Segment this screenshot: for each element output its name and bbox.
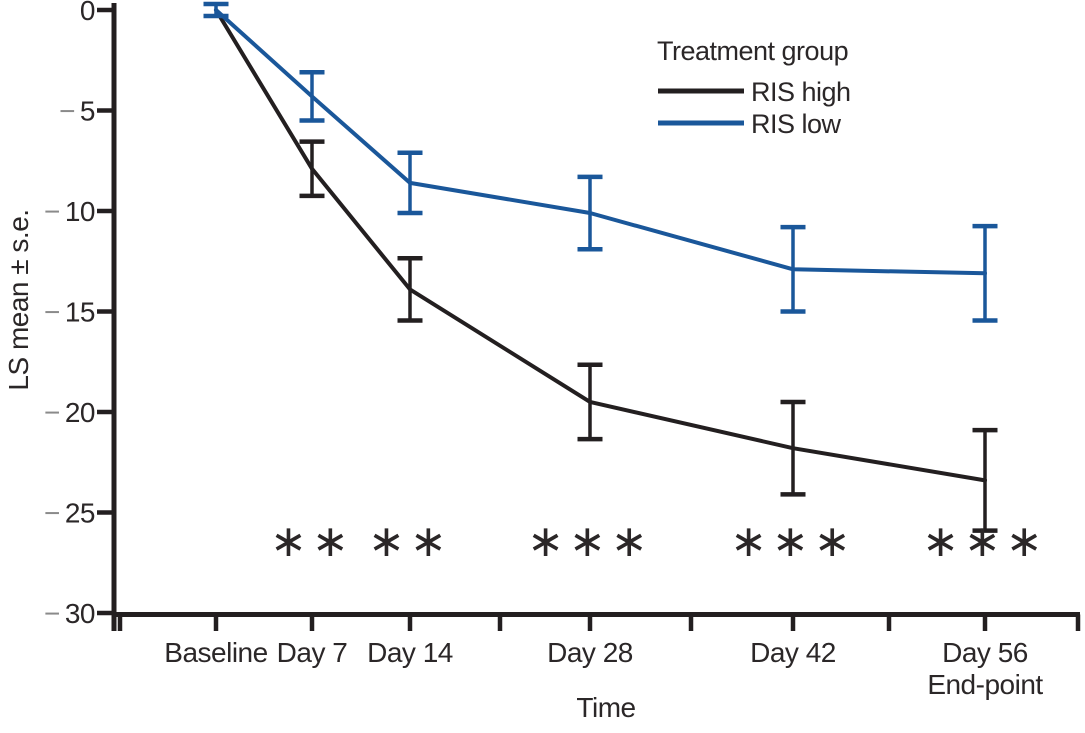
- x-tick-label: Day 42: [750, 637, 836, 668]
- x-tick-label: Day 14: [367, 637, 453, 668]
- legend-title: Treatment group: [657, 36, 848, 66]
- y-tick-label: −25: [44, 498, 95, 529]
- x-tick-label: Day 56: [942, 637, 1028, 668]
- y-tick-label: −15: [44, 297, 95, 328]
- legend-label-ris-low: RIS low: [751, 109, 842, 139]
- x-axis-title: Time: [576, 692, 635, 723]
- legend-label-ris-high: RIS high: [751, 77, 851, 107]
- y-axis-title: LS mean ± s.e.: [3, 209, 34, 390]
- x-tick-label: Day 7: [277, 637, 348, 668]
- axis-ticks: 0 − 5 − 10 − 15 − 20 − 25 − 30 Baseline Day 7 Day 14 Day…: [44, 0, 1081, 700]
- significance-marker: ∗∗∗: [730, 517, 856, 566]
- y-tick-label: −30: [44, 598, 95, 629]
- significance-marker: ∗∗∗: [922, 517, 1048, 566]
- series-line-ris-low: [214, 8, 987, 276]
- significance-marker: ∗∗∗: [527, 517, 653, 566]
- legend: Treatment group RIS high RIS low: [657, 36, 851, 139]
- y-tick-label: −20: [44, 397, 95, 428]
- y-tick-label: 0: [80, 0, 95, 26]
- series-line-ris-high: [214, 8, 987, 483]
- data-series: [203, 1, 998, 533]
- x-tick-label: Baseline: [164, 637, 267, 668]
- significance-markers: ∗∗ ∗∗ ∗∗∗ ∗∗∗ ∗∗∗: [270, 517, 1048, 566]
- x-tick-label: Day 28: [547, 637, 633, 668]
- y-tick-label: −10: [44, 196, 95, 227]
- significance-marker: ∗∗: [270, 517, 354, 566]
- x-tick-sublabel: End-point: [927, 669, 1043, 700]
- significance-marker: ∗∗: [368, 517, 452, 566]
- y-tick-label: −5: [59, 96, 95, 127]
